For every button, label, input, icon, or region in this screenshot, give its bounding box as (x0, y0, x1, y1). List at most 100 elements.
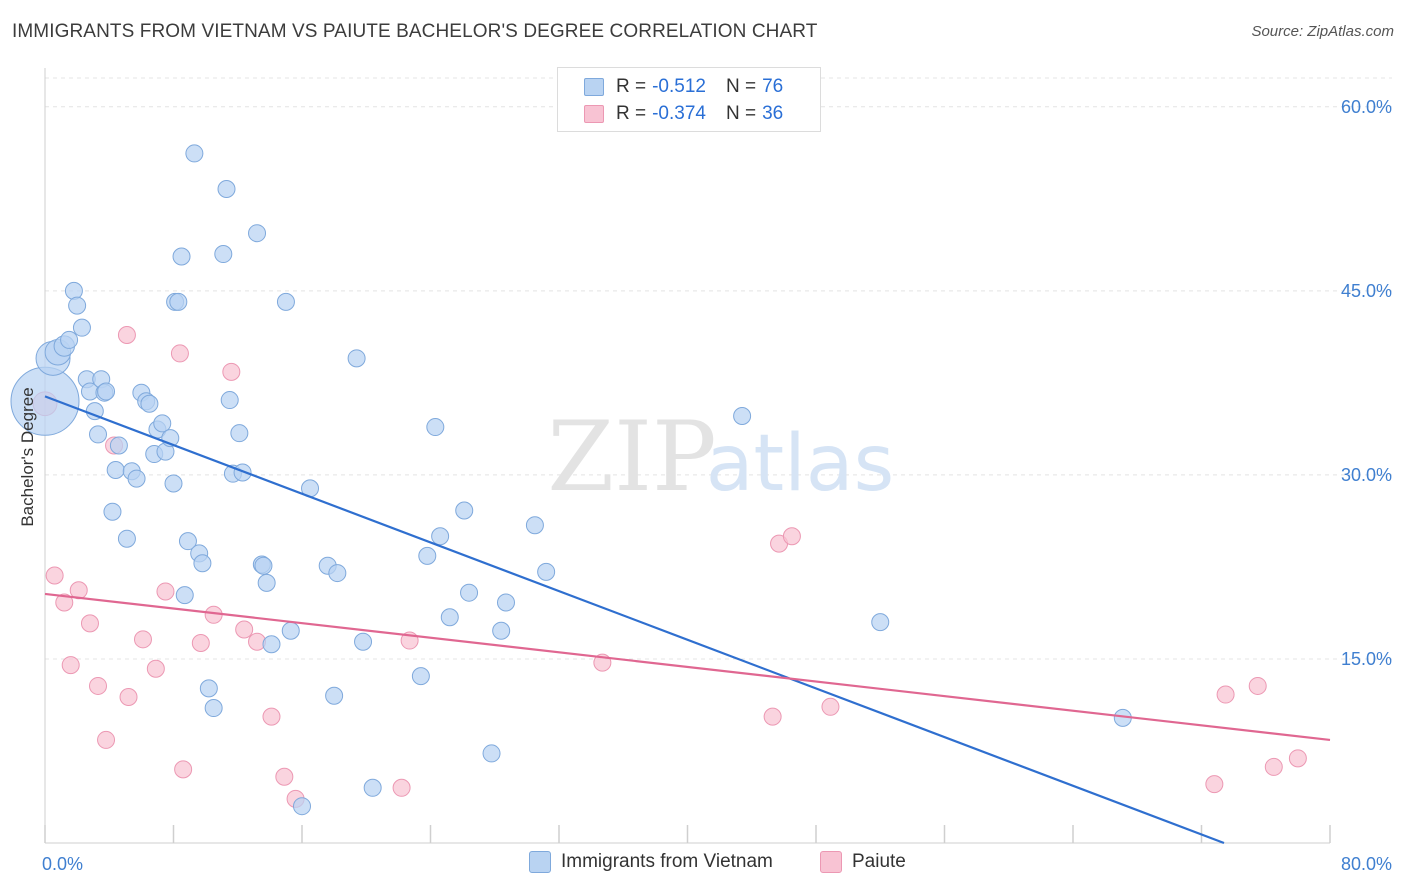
vietnam-swatch (584, 78, 604, 96)
r-label: R = (616, 103, 647, 124)
legend-item-paiute[interactable]: Paiute (820, 851, 906, 873)
axes (44, 68, 1331, 844)
vietnam-point (733, 407, 752, 426)
gridlines (45, 77, 1392, 660)
vietnam-legend-swatch (529, 851, 551, 873)
vietnam-point (492, 621, 511, 640)
vietnam-point (103, 502, 122, 521)
vietnam-point (496, 593, 515, 612)
paiute-legend-swatch (820, 851, 842, 873)
vietnam-legend-label: Immigrants from Vietnam (561, 851, 773, 872)
r-value: -0.512 (652, 76, 706, 97)
paiute-point (45, 566, 64, 585)
vietnam-point (281, 621, 300, 640)
paiute-point (392, 778, 411, 797)
vietnam-point (293, 797, 311, 816)
paiute-trend-line (44, 592, 1331, 742)
vietnam-point (193, 554, 212, 573)
vietnam-point (233, 463, 252, 482)
vietnam-point (257, 573, 276, 592)
vietnam-point (411, 667, 430, 686)
vietnam-point (328, 564, 347, 583)
paiute-point (119, 687, 138, 706)
chart-title: IMMIGRANTS FROM VIETNAM VS PAIUTE BACHEL… (12, 21, 818, 42)
y-tick-label: 30.0% (1341, 465, 1392, 485)
vietnam-point (418, 546, 437, 565)
vietnam-point (109, 436, 128, 455)
paiute-point (1248, 676, 1267, 695)
vietnam-point (455, 501, 474, 520)
paiute-point (821, 697, 840, 716)
x-tick-label: 0.0% (42, 854, 83, 874)
y-tick-label: 60.0% (1341, 97, 1392, 117)
vietnam-point (97, 382, 116, 401)
legend-row-paiute: R = -0.374 N = 36 (584, 101, 783, 127)
paiute-point (146, 659, 165, 678)
vietnam-point (178, 532, 197, 551)
r-label: R = (616, 76, 647, 97)
vietnam-points (10, 144, 1132, 816)
vietnam-point (153, 414, 172, 433)
paiute-point (117, 326, 136, 345)
x-tick-labels: 0.0% 80.0% (42, 854, 1392, 874)
vietnam-point (871, 613, 890, 632)
vietnam-point (262, 635, 281, 654)
paiute-point (1205, 775, 1224, 794)
vietnam-point (347, 349, 366, 368)
vietnam-point (117, 529, 136, 548)
vietnam-point (64, 281, 83, 300)
vietnam-point (460, 583, 479, 602)
n-value: 76 (762, 76, 784, 97)
paiute-point (61, 656, 80, 675)
series-legend: Immigrants from Vietnam Paiute (0, 851, 1406, 877)
n-label: N = (725, 103, 757, 124)
vietnam-point (440, 608, 459, 627)
vietnam-point (199, 679, 218, 698)
vietnam-point (248, 224, 267, 243)
vietnam-point (185, 144, 204, 163)
vietnam-point (72, 318, 91, 337)
watermark-zip: ZIP (547, 401, 716, 513)
vietnam-point (217, 180, 236, 199)
vietnam-point (354, 632, 373, 651)
vietnam-point (426, 418, 445, 437)
vietnam-point (204, 699, 223, 718)
y-axis-label: Bachelor's Degree (18, 387, 37, 526)
vietnam-point (106, 460, 125, 479)
vietnam-point (220, 391, 239, 410)
vietnam-trend-line (44, 395, 1225, 845)
vietnam-point (164, 474, 183, 493)
vietnam-point (276, 292, 295, 311)
vietnam-point (482, 744, 501, 763)
paiute-point (222, 362, 241, 381)
paiute-point (275, 767, 294, 786)
paiute-point (170, 344, 189, 363)
watermark-atlas: atlas (706, 419, 895, 509)
paiute-point (80, 614, 99, 633)
paiute-swatch (584, 105, 604, 123)
paiute-legend-label: Paiute (852, 851, 906, 872)
paiute-point (1288, 749, 1307, 768)
vietnam-point (169, 292, 188, 311)
y-tick-labels: 15.0% 30.0% 45.0% 60.0% (1341, 97, 1392, 669)
n-label: N = (725, 76, 757, 97)
paiute-point (235, 620, 254, 639)
n-value: 36 (762, 103, 784, 124)
paiute-point (191, 634, 210, 653)
legend-item-vietnam[interactable]: Immigrants from Vietnam (529, 851, 773, 873)
vietnam-point (325, 686, 344, 705)
vietnam-point (68, 296, 87, 315)
trend-lines (44, 395, 1331, 845)
paiute-point (133, 630, 152, 649)
paiute-point (782, 527, 801, 546)
vietnam-point (140, 394, 159, 413)
vietnam-point (127, 469, 146, 488)
vietnam-point (363, 778, 382, 797)
paiute-point (1216, 685, 1235, 704)
paiute-point (55, 593, 74, 612)
paiute-point (156, 582, 175, 601)
vietnam-point (172, 247, 191, 266)
paiute-point (89, 676, 108, 695)
paiute-point (763, 707, 782, 726)
